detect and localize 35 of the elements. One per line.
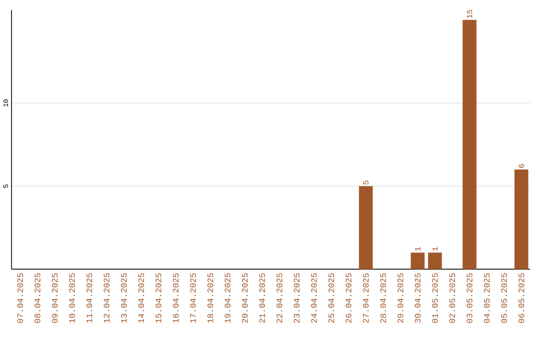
bar — [428, 252, 442, 270]
x-tick-label: 10.04.2025 — [69, 273, 75, 323]
x-tick-label: 02.05.2025 — [449, 273, 456, 323]
x-tick-label: 01.05.2025 — [432, 273, 438, 323]
x-tick-label: 24.04.2025 — [311, 273, 317, 323]
x-tick-label: 22.04.2025 — [276, 273, 282, 323]
x-tick-label: 18.04.2025 — [207, 273, 214, 323]
bar — [462, 20, 476, 270]
x-tick-label: 16.04.2025 — [172, 273, 179, 323]
bar — [514, 170, 528, 270]
bar — [358, 186, 373, 270]
x-tick-label: 05.05.2025 — [501, 273, 507, 323]
x-tick-label: 29.04.2025 — [398, 273, 404, 323]
x-tick-label: 28.04.2025 — [380, 273, 386, 323]
x-tick-label: 21.04.2025 — [259, 273, 266, 323]
x-tick-label: 11.04.2025 — [86, 273, 92, 323]
x-tick-label: 30.04.2025 — [414, 273, 421, 323]
x-tick-label: 23.04.2025 — [294, 273, 300, 323]
x-tick-label: 25.04.2025 — [328, 273, 334, 323]
bar — [410, 252, 425, 270]
x-tick-label: 03.05.2025 — [466, 273, 472, 323]
x-tick-label: 07.04.2025 — [17, 273, 24, 323]
x-tick-label: 20.04.2025 — [242, 273, 248, 323]
x-tick-label: 15.04.2025 — [156, 273, 162, 323]
x-tick-label: 19.04.2025 — [224, 273, 230, 323]
x-tick-label: 26.04.2025 — [346, 273, 352, 323]
x-tick-label: 06.05.2025 — [518, 273, 524, 323]
x-tick-label: 14.04.2025 — [138, 273, 144, 323]
x-tick-label: 12.04.2025 — [104, 273, 110, 323]
x-tick-label: 04.05.2025 — [484, 273, 490, 323]
x-tick-label: 17.04.2025 — [190, 273, 196, 323]
x-tick-label: 09.04.2025 — [52, 273, 58, 323]
x-tick-label: 27.04.2025 — [362, 273, 369, 323]
x-tick-label: 08.04.2025 — [34, 273, 40, 323]
x-tick-label: 13.04.2025 — [121, 273, 127, 323]
